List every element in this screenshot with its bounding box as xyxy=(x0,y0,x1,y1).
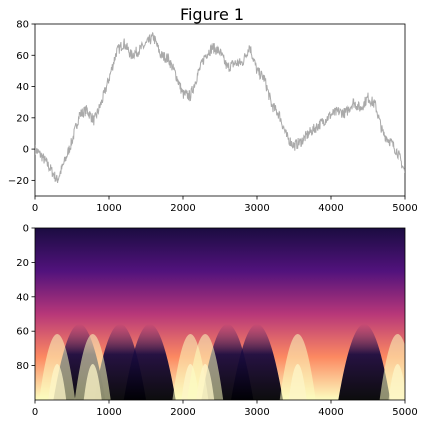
y-tick-label: 60 xyxy=(16,51,29,62)
x-tick-label: 3000 xyxy=(244,407,269,418)
y-tick-label: 80 xyxy=(16,20,29,31)
x-tick-label: 0 xyxy=(32,203,38,214)
heatmap-bright-core xyxy=(196,364,215,400)
heatmap-dark-column xyxy=(123,324,176,400)
heatmap-bright-core xyxy=(83,364,102,400)
y-tick-label: 20 xyxy=(16,258,29,269)
y-tick-label: −20 xyxy=(8,176,29,187)
x-tick-label: 5000 xyxy=(392,203,417,214)
y-tick-label: 60 xyxy=(16,327,29,338)
y-tick-label: 40 xyxy=(16,292,29,303)
heatmap-axes-frame xyxy=(34,227,406,401)
heatmap-bright-core xyxy=(388,364,405,400)
x-tick-label: 4000 xyxy=(318,203,343,214)
heatmap-dark-column xyxy=(338,324,391,400)
x-tick-label: 1000 xyxy=(96,203,121,214)
x-tick-label: 5000 xyxy=(392,407,417,418)
y-tick-label: 0 xyxy=(23,224,29,235)
line-chart: 0 1000 2000 3000 4000 5000 −20 0 20 40 60 80 xyxy=(8,20,418,215)
y-tick-label: 40 xyxy=(16,82,29,93)
x-tick-label: 4000 xyxy=(318,407,343,418)
heatmap-bright-core xyxy=(48,364,67,400)
x-tick-label: 0 xyxy=(32,407,38,418)
y-tick-label: 0 xyxy=(23,145,29,156)
x-tick-label: 2000 xyxy=(170,203,195,214)
heatmap-chart: 0 1000 2000 3000 4000 5000 0 20 40 60 80 xyxy=(16,224,417,419)
x-tick-label: 3000 xyxy=(244,203,269,214)
heatmap-bright-core xyxy=(288,364,307,400)
y-tick-label: 20 xyxy=(16,113,29,124)
figure-title: Figure 1 xyxy=(180,5,244,24)
series-line xyxy=(35,32,405,184)
heatmap-dark-column xyxy=(231,324,283,400)
x-tick-label: 2000 xyxy=(170,407,195,418)
y-tick-label: 80 xyxy=(16,361,29,372)
x-tick-label: 1000 xyxy=(96,407,121,418)
